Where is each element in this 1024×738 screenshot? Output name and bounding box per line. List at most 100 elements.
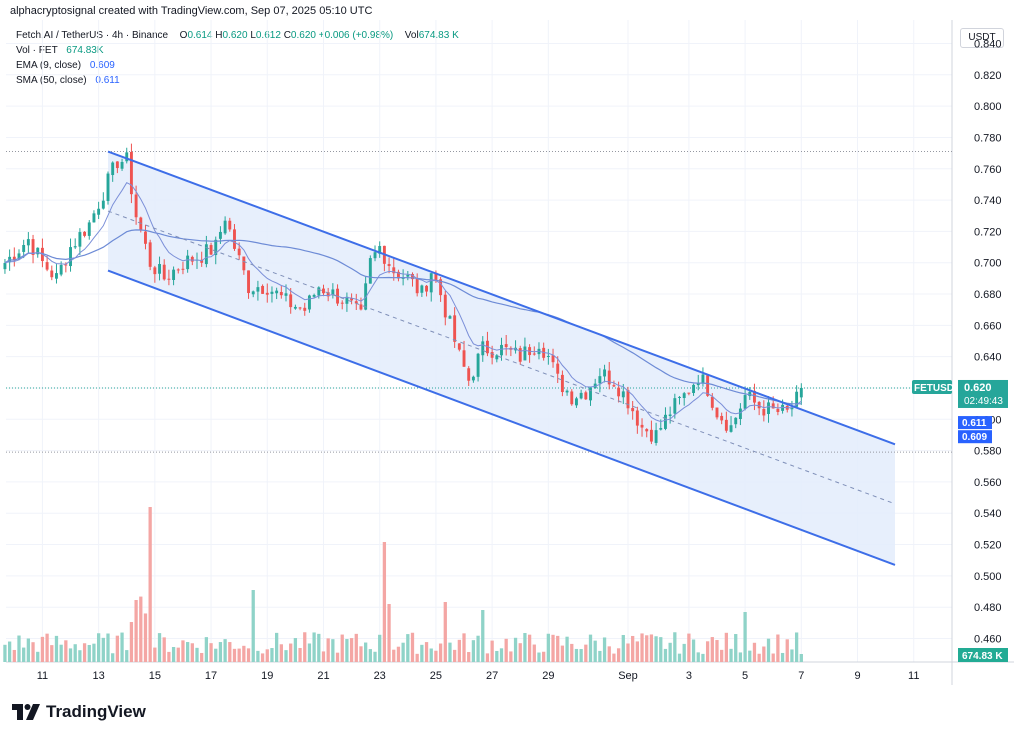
- candle-body: [92, 213, 96, 223]
- volume-bar: [691, 639, 696, 662]
- volume-bar: [729, 648, 733, 662]
- volume-bar: [162, 637, 166, 662]
- candle-body: [738, 408, 742, 420]
- volume-bar: [495, 650, 499, 662]
- volume-bar: [424, 642, 429, 662]
- candle-body: [97, 208, 101, 215]
- candle-body: [350, 298, 354, 301]
- candle-body: [87, 222, 91, 236]
- candle-body: [556, 363, 560, 374]
- time-tick-label: 5: [742, 670, 748, 682]
- candle-body: [762, 408, 766, 416]
- price-tick-label: 0.740: [974, 195, 1002, 207]
- time-tick-label: 7: [798, 670, 804, 682]
- volume-bar: [106, 633, 110, 662]
- candle-body: [406, 274, 410, 277]
- volume-bar: [171, 647, 176, 662]
- volume-bar: [645, 635, 649, 662]
- volume-bar: [457, 639, 461, 662]
- volume-bar: [209, 643, 213, 662]
- candle-body: [453, 315, 457, 342]
- volume-bar: [710, 637, 714, 662]
- symbol-tag: [912, 379, 952, 394]
- volume-bar: [631, 635, 635, 662]
- volume-bar: [499, 648, 504, 662]
- volume-bar: [59, 644, 63, 662]
- sma-indicator-row[interactable]: SMA (50, close) 0.611: [16, 73, 459, 88]
- time-tick-label: 25: [430, 670, 442, 682]
- time-tick-label: Sep: [618, 670, 638, 682]
- ema-line: [4, 182, 802, 423]
- volume-bar: [101, 637, 105, 662]
- volume-bar: [50, 645, 54, 662]
- volume-bar: [471, 640, 476, 662]
- volume-bar: [748, 650, 752, 662]
- price-tick-label: 0.500: [974, 571, 1002, 583]
- candle-body: [204, 244, 208, 265]
- candle-body: [640, 424, 644, 428]
- candle-body: [45, 262, 49, 270]
- volume-bar: [504, 638, 508, 662]
- candle-body: [659, 428, 663, 430]
- volume-bar: [96, 633, 101, 662]
- volume-bar: [518, 643, 522, 662]
- time-tick-label: 3: [686, 670, 692, 682]
- candle-body: [621, 391, 625, 398]
- volume-bar: [696, 652, 700, 662]
- price-tick-label: 0.780: [974, 132, 1002, 144]
- candle-body: [401, 277, 405, 279]
- candle-body: [411, 273, 414, 280]
- sma-line: [4, 229, 802, 405]
- volume-bar: [326, 638, 330, 662]
- volume-bar: [111, 653, 115, 662]
- volume-bar: [125, 650, 129, 662]
- volume-bar: [766, 638, 771, 662]
- price-tick-label: 0.660: [974, 320, 1002, 332]
- volume-tag-label: 674.83 K: [962, 651, 1003, 662]
- time-tick-label: 11: [908, 670, 919, 682]
- time-tick-label: 11: [37, 670, 48, 682]
- volume-bar: [771, 653, 775, 662]
- ema-indicator-row[interactable]: EMA (9, close) 0.609: [16, 58, 459, 73]
- price-tick-label: 0.540: [974, 508, 1002, 520]
- volume-bar: [780, 652, 785, 662]
- candle-body: [340, 302, 344, 304]
- candle-body: [387, 264, 391, 267]
- candle-body: [645, 429, 649, 432]
- candle-body: [523, 346, 527, 361]
- price-tick-label: 0.520: [974, 540, 1002, 552]
- currency-button[interactable]: USDT: [960, 28, 1004, 48]
- volume-indicator-value: 674.83K: [66, 45, 104, 56]
- volume-bar: [687, 633, 691, 662]
- volume-bar: [87, 644, 91, 662]
- candle-body: [420, 285, 424, 293]
- vol-value: 674.83 K: [418, 30, 459, 41]
- symbol-title[interactable]: Fetch.AI / TetherUS · 4h · Binance: [16, 30, 169, 41]
- tradingview-logo[interactable]: TradingView: [12, 702, 146, 722]
- volume-bar: [621, 634, 625, 662]
- candle-body: [415, 278, 419, 294]
- time-tick-label: 21: [317, 670, 329, 682]
- volume-bar: [701, 653, 705, 662]
- volume-bar: [546, 633, 550, 662]
- volume-bar: [598, 650, 602, 662]
- candle-body: [635, 410, 639, 426]
- candle-body: [101, 200, 105, 209]
- volume-bar: [734, 634, 738, 662]
- volume-bar: [715, 640, 719, 662]
- volume-bar: [218, 642, 223, 662]
- volume-bar: [673, 632, 677, 662]
- candle-body: [172, 269, 176, 280]
- candle-body: [532, 353, 536, 355]
- volume-indicator-row[interactable]: Vol · FET 674.83K: [16, 43, 459, 58]
- volume-bar: [345, 639, 349, 662]
- symbol-legend-row[interactable]: Fetch.AI / TetherUS · 4h · Binance O0.61…: [16, 28, 459, 43]
- candle-body: [134, 194, 138, 218]
- candle-body: [364, 283, 368, 310]
- candle-body: [734, 417, 738, 425]
- volume-bar: [54, 635, 59, 662]
- price-chart[interactable]: 0.840 0.820 0.800 0.780 0.760 0.740 0.720 0.700…: [0, 0, 1024, 700]
- candle-body: [3, 262, 7, 270]
- candle-body: [176, 269, 180, 271]
- volume-bar: [223, 639, 227, 662]
